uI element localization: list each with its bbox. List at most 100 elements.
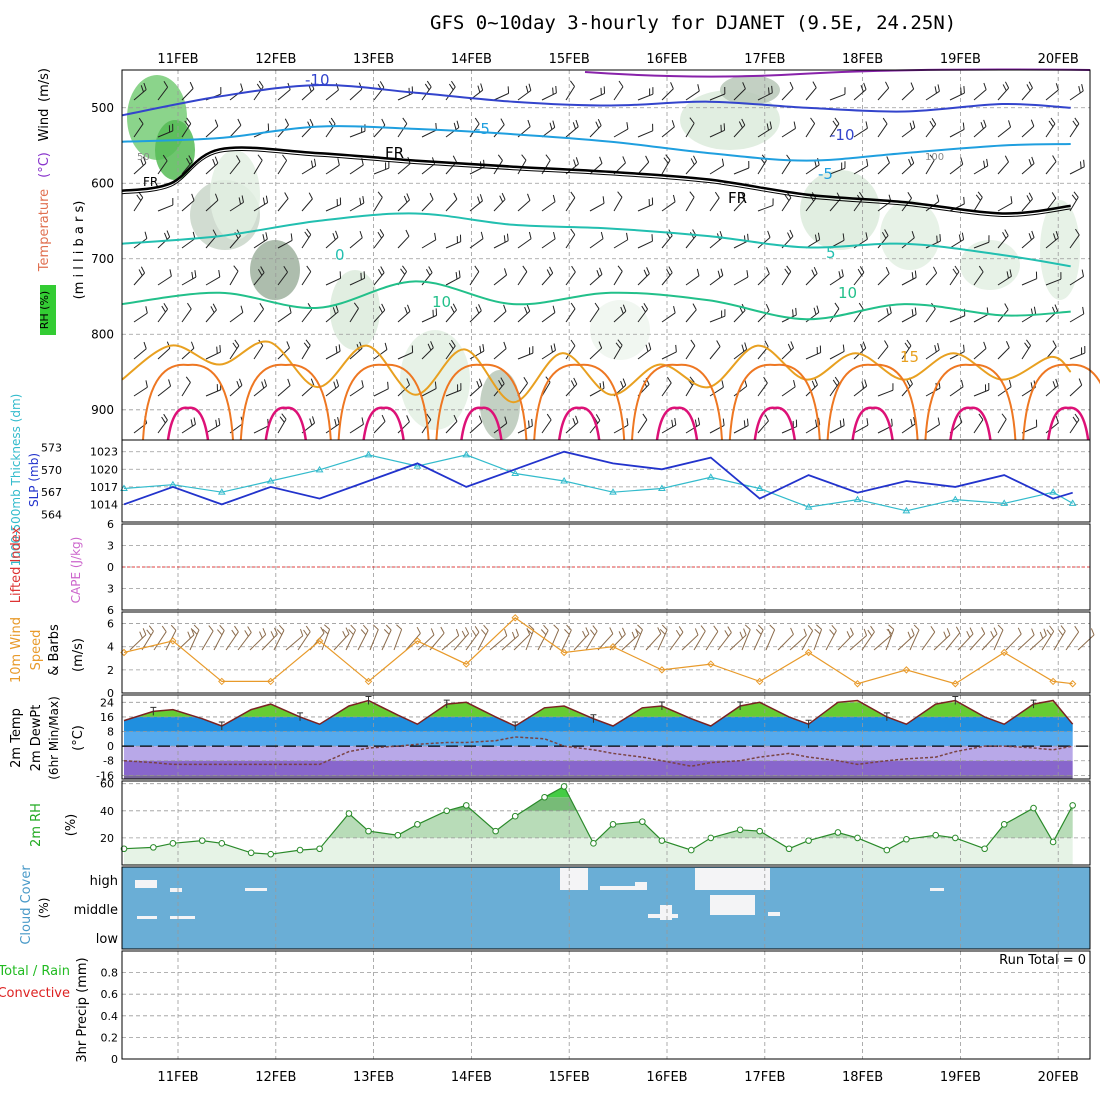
thickness-marker bbox=[413, 462, 422, 469]
surface-wind-barb bbox=[981, 633, 998, 651]
upper-wind-barb bbox=[325, 236, 339, 249]
upper-wind-barb bbox=[744, 342, 748, 350]
surface-wind-barb bbox=[276, 629, 283, 636]
surface-wind-barb bbox=[585, 630, 598, 651]
upper-wind-barb bbox=[381, 303, 386, 311]
upper-wind-barb bbox=[901, 423, 916, 434]
upper-wind-barb bbox=[378, 306, 383, 313]
upper-wind-barb bbox=[379, 229, 385, 236]
upper-wind-barb bbox=[733, 310, 746, 323]
thickness-marker bbox=[853, 495, 862, 503]
upper-wind-barb bbox=[504, 268, 508, 276]
upper-wind-barb bbox=[546, 269, 551, 276]
upper-wind-barb bbox=[816, 305, 820, 313]
upper-wind-barb bbox=[925, 308, 936, 323]
upper-wind-barb bbox=[598, 341, 603, 349]
rh-shade-area bbox=[1040, 200, 1080, 300]
upper-wind-barb bbox=[349, 202, 365, 212]
rh2m-marker bbox=[1049, 838, 1057, 846]
upper-wind-barb bbox=[1006, 271, 1009, 279]
thickness-marker bbox=[1000, 499, 1009, 506]
upper-wind-barb bbox=[1069, 90, 1084, 101]
wind-tick-0: 0 bbox=[107, 687, 114, 700]
upper-wind-barb bbox=[301, 345, 311, 360]
upper-wind-barb bbox=[901, 162, 915, 175]
surface-wind-barb bbox=[1017, 627, 1022, 635]
upper-wind-barb bbox=[325, 204, 341, 212]
upper-wind-barb bbox=[939, 234, 941, 242]
upper-wind-barb bbox=[194, 270, 197, 278]
upper-wind-barb bbox=[617, 265, 623, 272]
surface-wind-barb bbox=[360, 629, 367, 636]
upper-wind-barb bbox=[565, 271, 576, 286]
upper-wind-barb bbox=[332, 232, 336, 240]
surface-wind-barb bbox=[213, 630, 225, 651]
axis-label-thickness: 1000-500mb Thickness (dm) bbox=[9, 394, 23, 567]
surface-wind-barb bbox=[789, 634, 807, 651]
upper-wind-barb bbox=[811, 269, 816, 277]
isotherm-25 bbox=[949, 406, 992, 441]
upper-wind-barb bbox=[181, 423, 196, 434]
clear-sky-patch bbox=[170, 888, 182, 892]
upper-wind-barb bbox=[133, 272, 145, 286]
upper-wind-barb bbox=[733, 88, 746, 101]
upper-wind-barb bbox=[697, 417, 701, 425]
upper-wind-barb bbox=[818, 417, 821, 425]
upper-wind-barb bbox=[907, 191, 912, 199]
upper-wind-barb bbox=[157, 385, 171, 397]
series-slp bbox=[123, 450, 1073, 506]
upper-wind-barb bbox=[637, 240, 653, 249]
upper-wind-barb bbox=[877, 312, 892, 323]
upper-wind-barb bbox=[253, 308, 264, 323]
upper-wind-barb bbox=[1052, 340, 1057, 347]
upper-wind-barb bbox=[661, 424, 677, 434]
upper-wind-barb bbox=[523, 376, 528, 384]
upper-wind-barb bbox=[549, 122, 553, 130]
upper-wind-barb bbox=[617, 191, 623, 198]
upper-wind-barb bbox=[205, 125, 219, 138]
upper-wind-barb bbox=[407, 304, 411, 312]
upper-wind-barb bbox=[565, 234, 576, 249]
bottom-date-tick-13FEB: 13FEB bbox=[353, 1070, 394, 1085]
upper-wind-barb bbox=[256, 83, 262, 91]
upper-wind-barb bbox=[853, 385, 867, 397]
upper-wind-barb bbox=[552, 305, 556, 313]
upper-wind-barb bbox=[733, 198, 746, 212]
isotherm-20 bbox=[728, 363, 821, 441]
upper-wind-barb bbox=[528, 83, 532, 91]
upper-wind-barb bbox=[253, 345, 264, 360]
upper-wind-barb bbox=[503, 304, 507, 312]
surface-wind-barb bbox=[969, 633, 986, 651]
surface-wind-barb bbox=[1017, 634, 1035, 651]
upper-wind-barb bbox=[215, 419, 218, 427]
surface-wind-barb bbox=[480, 629, 487, 636]
surface-wind-barb bbox=[305, 625, 311, 633]
upper-wind-barb bbox=[904, 342, 910, 349]
rh2m-marker bbox=[1069, 802, 1076, 809]
upper-wind-barb bbox=[527, 193, 531, 201]
upper-wind-barb bbox=[205, 424, 221, 434]
upper-wind-barb bbox=[325, 164, 340, 175]
temp-minmax-marker bbox=[883, 712, 890, 721]
upper-wind-barb bbox=[716, 340, 721, 347]
upper-wind-barb bbox=[397, 199, 410, 212]
upper-wind-barb bbox=[189, 81, 194, 89]
upper-wind-barb bbox=[1021, 198, 1033, 212]
upper-wind-barb bbox=[234, 339, 240, 346]
upper-wind-barb bbox=[858, 302, 864, 310]
axis-label-millibars: (m i l l i b a r s) bbox=[72, 201, 87, 300]
li-tick-6: 6 bbox=[107, 518, 114, 531]
upper-wind-barb bbox=[853, 272, 865, 286]
upper-wind-barb bbox=[493, 311, 507, 323]
upper-wind-barb bbox=[308, 192, 313, 200]
upper-wind-barb bbox=[493, 92, 509, 101]
upper-wind-barb bbox=[550, 345, 553, 353]
surface-wind-barb bbox=[678, 626, 684, 633]
upper-wind-barb bbox=[145, 306, 148, 314]
upper-wind-barb bbox=[805, 424, 820, 434]
rh2m-frame bbox=[121, 780, 1091, 866]
surface-wind-barb bbox=[592, 625, 598, 632]
surface-wind-barb bbox=[561, 629, 572, 651]
upper-wind-barb bbox=[212, 229, 217, 237]
wind-speed-marker bbox=[462, 660, 471, 668]
